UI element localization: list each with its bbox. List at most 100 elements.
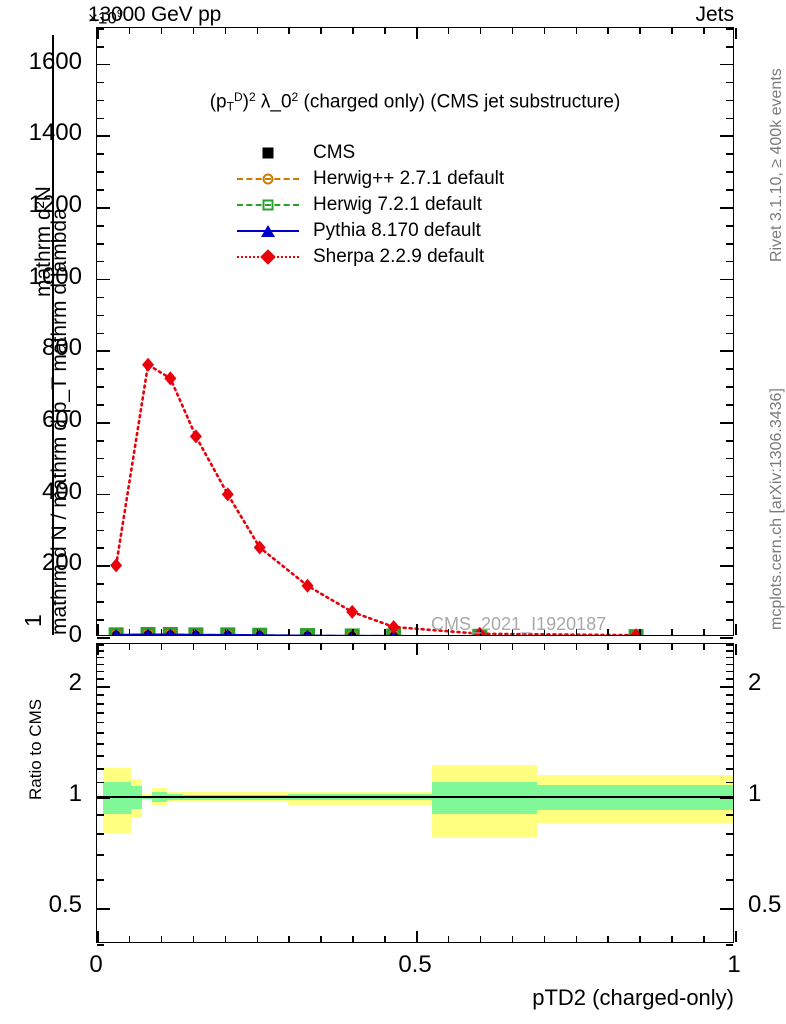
axis-tick	[416, 624, 418, 635]
axis-tick	[97, 624, 99, 635]
axis-tick	[726, 475, 733, 478]
axis-tick	[726, 386, 733, 388]
axis-tick	[97, 135, 110, 138]
axis-tick	[97, 694, 104, 696]
axis-tick	[726, 225, 733, 227]
series-line	[116, 633, 412, 635]
rivet-version-caption: Rivet 3.1.10, ≥ 400k events	[768, 68, 785, 262]
axis-tick	[726, 439, 733, 442]
axis-tick	[726, 944, 733, 946]
axis-tick	[726, 743, 733, 745]
axis-tick	[726, 650, 733, 652]
axis-tick	[97, 656, 104, 659]
y-tick-label: 600	[41, 406, 82, 434]
x-tick-label: 1	[727, 951, 741, 978]
axis-tick	[575, 936, 578, 942]
axis-tick	[726, 260, 733, 263]
ratio-reference-line	[97, 796, 733, 799]
axis-tick	[726, 781, 733, 784]
legend-entry[interactable]: Sherpa 2.2.9 default	[237, 244, 504, 270]
axis-tick	[160, 28, 163, 34]
axis-tick	[97, 457, 104, 460]
ratio-plot-panel	[96, 643, 737, 946]
mcplots-reference-caption: mcplots.cern.ch [arXiv:1306.3436]	[768, 388, 785, 630]
axis-tick	[726, 694, 733, 696]
axis-tick	[639, 644, 641, 650]
axis-tick	[720, 278, 733, 281]
axis-tick	[97, 565, 110, 567]
axis-tick	[416, 644, 418, 655]
y-scale-mantissa: ×10	[88, 8, 117, 28]
axis-tick	[726, 242, 733, 245]
data-point	[189, 429, 202, 444]
data-point	[346, 604, 359, 619]
axis-tick	[720, 493, 733, 496]
legend-key-marker	[262, 147, 274, 159]
axis-tick	[97, 547, 104, 550]
legend-key-marker	[262, 199, 274, 211]
axis-tick	[97, 368, 104, 370]
axis-tick	[607, 936, 609, 942]
axis-tick	[320, 28, 322, 34]
axis-tick	[726, 153, 733, 155]
legend-entry[interactable]: Herwig++ 2.7.1 default	[237, 166, 504, 192]
axis-tick	[352, 936, 354, 942]
axis-tick	[511, 28, 514, 34]
axis-tick	[607, 28, 609, 34]
axis-tick	[97, 404, 104, 406]
axis-tick	[639, 936, 641, 942]
axis-tick	[320, 644, 322, 650]
legend-entry[interactable]: Pythia 8.170 default	[237, 218, 504, 244]
axis-tick	[256, 936, 259, 942]
axis-tick	[97, 879, 104, 881]
main-plot-panel: (pTD)2 λ_02 (charged only) (CMS jet subs…	[96, 27, 737, 639]
axis-tick	[543, 629, 546, 635]
axis-tick	[97, 619, 104, 621]
axis-tick	[720, 63, 733, 66]
axis-tick	[720, 207, 733, 209]
axis-tick	[416, 28, 418, 39]
axis-tick	[352, 28, 354, 34]
axis-tick	[97, 529, 104, 532]
legend-key-herwig7	[237, 195, 299, 215]
axis-tick	[607, 644, 609, 650]
axis-tick	[726, 670, 733, 673]
legend: CMS Herwig++ 2.7.1 default Herwig 7.2.1 de…	[237, 140, 504, 270]
axis-tick	[97, 332, 104, 335]
axis-tick	[128, 644, 131, 650]
x-tick-label: 0.5	[398, 951, 432, 978]
legend-key-marker	[262, 173, 274, 185]
y-axis-title: mathrm d²N 1 mathrm d N / mathrm d p_T m…	[2, 27, 71, 636]
axis-tick	[703, 28, 705, 34]
axis-tick	[720, 135, 733, 138]
analysis-watermark: CMS_2021_I1920187	[431, 614, 607, 634]
legend-label: Sherpa 2.2.9 default	[313, 246, 485, 267]
axis-tick	[726, 814, 733, 816]
axis-tick	[726, 296, 733, 299]
axis-tick	[726, 511, 733, 514]
axis-tick	[735, 28, 737, 39]
axis-tick	[479, 28, 482, 34]
axis-tick	[97, 117, 104, 120]
ratio-y-tick-label: 0.5	[48, 891, 82, 919]
data-point	[387, 619, 400, 634]
axis-tick	[384, 28, 386, 34]
data-point	[301, 578, 314, 593]
legend-entry[interactable]: Herwig 7.2.1 default	[237, 192, 504, 218]
axis-tick	[97, 781, 104, 784]
axis-tick	[543, 28, 546, 34]
axis-tick	[128, 28, 131, 34]
y-tick-label: 1600	[28, 47, 82, 75]
axis-tick	[726, 755, 733, 757]
axis-tick	[726, 601, 733, 603]
axis-tick	[726, 712, 733, 714]
data-point	[142, 357, 155, 372]
axis-tick	[97, 670, 104, 673]
axis-tick	[97, 493, 110, 496]
axis-tick	[97, 814, 104, 816]
axis-tick	[288, 644, 290, 650]
legend-entry[interactable]: CMS	[237, 140, 504, 166]
axis-tick	[511, 644, 514, 650]
axis-tick	[97, 278, 110, 281]
axis-tick	[160, 936, 163, 942]
